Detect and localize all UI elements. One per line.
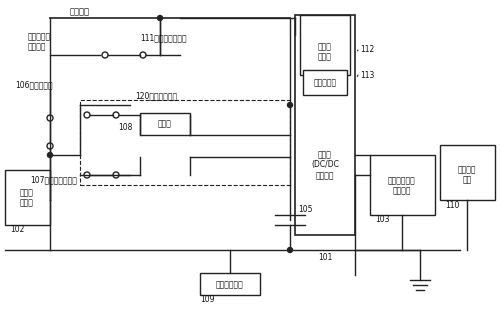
Text: 车载电气设备
用蓄电池: 车载电气设备 用蓄电池 — [388, 176, 416, 196]
Text: 102: 102 — [10, 225, 24, 234]
Circle shape — [158, 16, 162, 20]
Text: 101: 101 — [318, 254, 332, 263]
Bar — [370, 155, 435, 215]
Text: 行驶用电动机: 行驶用电动机 — [216, 281, 244, 290]
Text: 108: 108 — [118, 122, 133, 131]
Bar — [295, 15, 355, 235]
Text: 112: 112 — [360, 46, 374, 55]
Circle shape — [48, 153, 52, 157]
Text: 电阻器: 电阻器 — [158, 119, 172, 129]
Text: 109: 109 — [200, 295, 214, 304]
Bar — [440, 145, 495, 200]
Text: 动作指令部: 动作指令部 — [314, 78, 336, 87]
Text: 106：主接触器: 106：主接触器 — [15, 81, 52, 90]
Text: 113: 113 — [360, 70, 374, 79]
Text: 103: 103 — [375, 215, 390, 224]
Bar — [5, 170, 50, 225]
Text: 110: 110 — [445, 201, 460, 210]
Bar — [303, 70, 347, 95]
Bar — [300, 15, 350, 75]
Bar — [200, 273, 260, 295]
Text: 车载电气
设备: 车载电气 设备 — [458, 165, 476, 185]
Circle shape — [288, 247, 292, 253]
Text: 120：接触器电路: 120：接触器电路 — [135, 91, 177, 100]
Text: 控制电源: 控制电源 — [70, 7, 90, 16]
Text: 105: 105 — [298, 206, 312, 215]
Text: 111：起动允许开关: 111：起动允许开关 — [140, 33, 186, 42]
Bar — [140, 113, 190, 135]
Text: 转换器
控制器: 转换器 控制器 — [318, 42, 332, 62]
Circle shape — [288, 103, 292, 108]
Bar — [80, 100, 290, 185]
Text: 107：预充电接触器: 107：预充电接触器 — [30, 175, 77, 184]
Text: 变压器起动
允许信号: 变压器起动 允许信号 — [28, 32, 51, 52]
Text: 行驶用
蓄电池: 行驶用 蓄电池 — [20, 188, 34, 208]
Text: 变压器
(DC/DC
转换器）: 变压器 (DC/DC 转换器） — [311, 150, 339, 180]
